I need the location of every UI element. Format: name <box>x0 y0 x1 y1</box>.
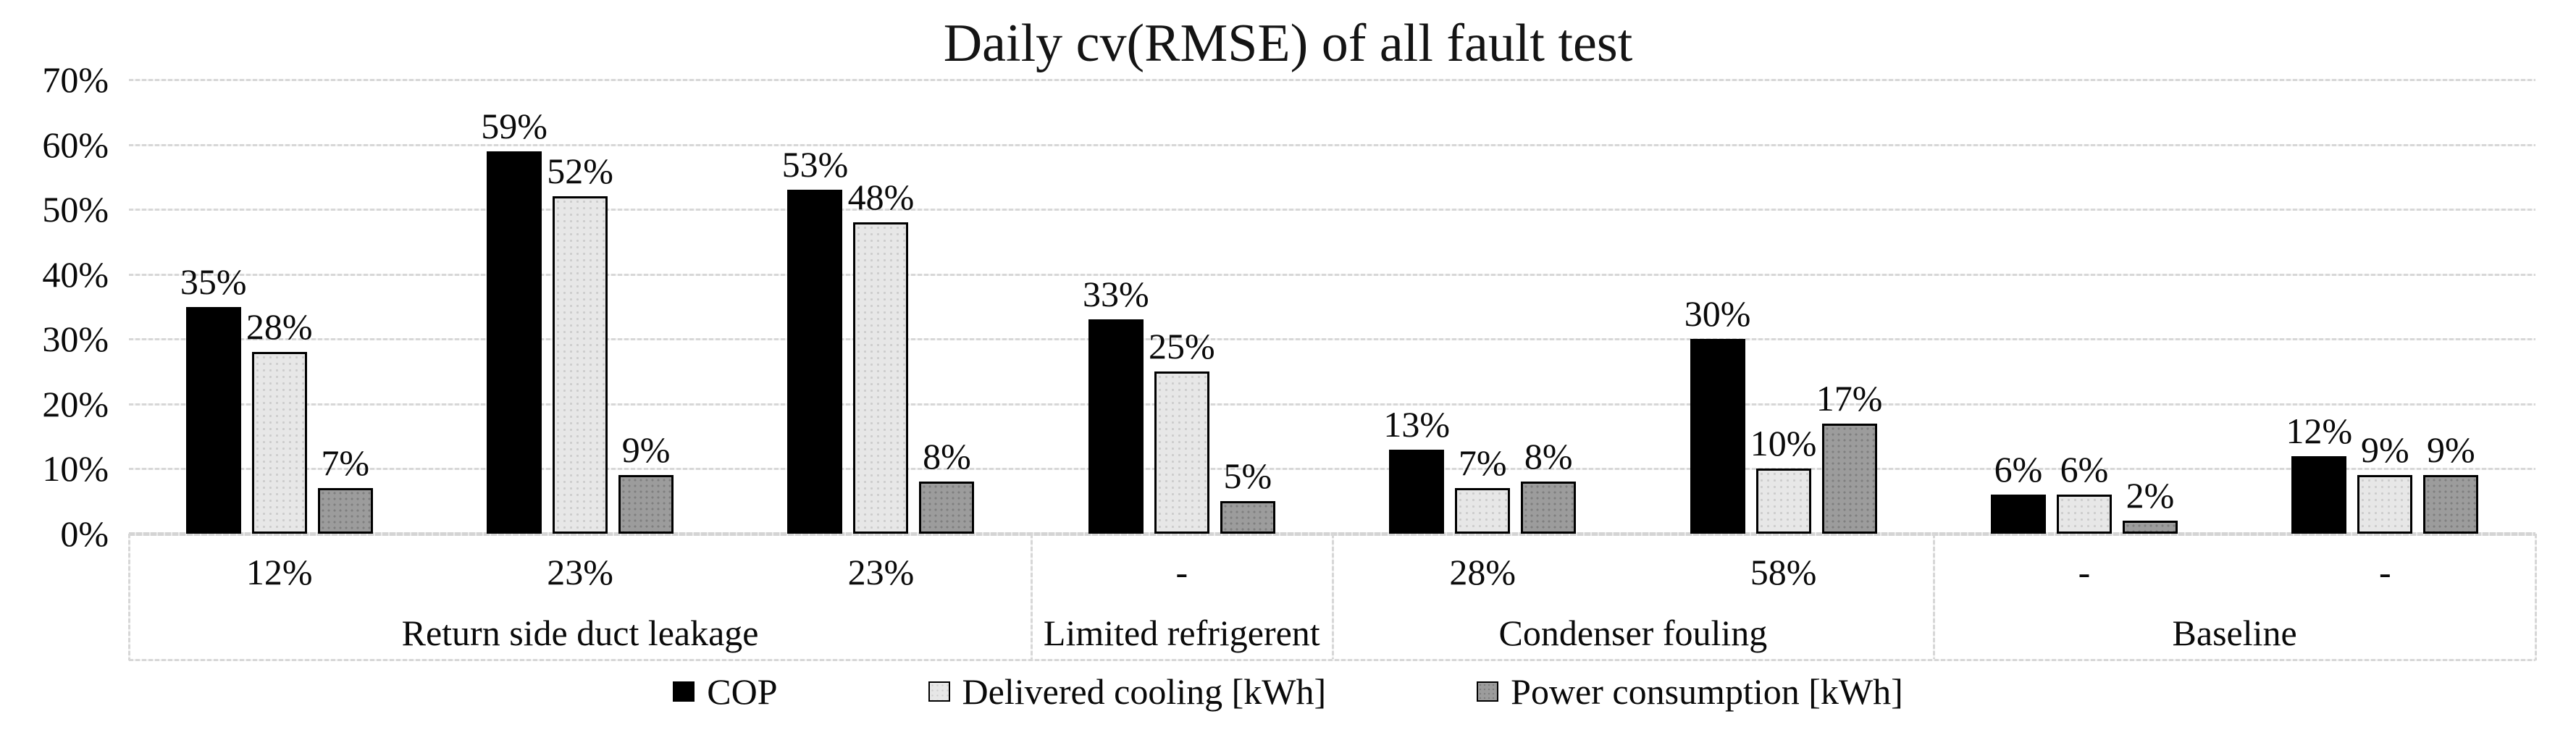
bar-value-label: 25% <box>1148 326 1215 367</box>
legend-item: Delivered cooling [kWh] <box>928 671 1327 713</box>
group-sublabel: 23% <box>547 552 613 592</box>
category-divider <box>2535 534 2537 660</box>
group-sublabel: - <box>2078 552 2091 592</box>
bar-series1-group3 <box>853 222 909 534</box>
legend-item: Power consumption [kWh] <box>1477 671 1903 713</box>
bar-series1-group7 <box>2056 495 2112 534</box>
group-sublabel: 28% <box>1449 552 1516 592</box>
bar-value-label: 53% <box>781 144 849 185</box>
bar-value-label: 52% <box>547 151 613 192</box>
y-tick-label: 40% <box>42 253 109 295</box>
bar-series1-group5 <box>1455 488 1511 534</box>
legend: COP Delivered cooling [kWh] Power consumpt… <box>0 668 2576 715</box>
bar-series0-group3 <box>787 190 843 534</box>
legend-label: COP <box>707 671 778 712</box>
category-divider <box>1031 534 1033 660</box>
bar-value-label: 8% <box>1524 436 1573 477</box>
category-label: Condenser fouling <box>1498 613 1768 653</box>
bar-value-label: 48% <box>847 177 915 218</box>
gridline <box>129 143 2535 146</box>
bar-series0-group2 <box>487 151 542 534</box>
group-sublabel: - <box>2378 552 2391 592</box>
bar-series2-group2 <box>618 475 674 534</box>
y-tick-label: 0% <box>60 513 109 554</box>
bar-series2-group8 <box>2423 475 2479 534</box>
gridline <box>129 209 2535 211</box>
bar-series0-group7 <box>1990 495 2046 534</box>
category-divider <box>1933 534 1936 660</box>
category-label: Limited refrigerent <box>1043 613 1320 653</box>
chart-title: Daily cv(RMSE) of all fault test <box>943 14 1633 73</box>
category-label: Baseline <box>2172 613 2297 653</box>
bar-value-label: 2% <box>2126 475 2175 516</box>
bar-value-label: 28% <box>246 306 313 348</box>
bar-value-label: 33% <box>1082 274 1149 315</box>
bar-value-label: 6% <box>2060 449 2109 490</box>
bar-series2-group1 <box>317 488 373 534</box>
legend-swatch-series0 <box>673 681 695 702</box>
bar-series0-group5 <box>1389 449 1445 534</box>
bar-value-label: 9% <box>2426 429 2475 471</box>
bar-series2-group7 <box>2122 521 2178 534</box>
bar-series1-group8 <box>2357 475 2413 534</box>
gridline <box>129 338 2535 341</box>
bar-value-label: 9% <box>2360 429 2409 471</box>
bar-value-label: 5% <box>1223 455 1272 497</box>
category-divider <box>128 534 130 660</box>
bar-value-label: 7% <box>321 442 370 484</box>
gridline <box>129 403 2535 406</box>
gridline <box>129 468 2535 471</box>
category-divider <box>1331 534 1334 660</box>
bar-series2-group6 <box>1821 423 1877 534</box>
bar-value-label: 12% <box>2286 410 2353 451</box>
y-tick-label: 70% <box>42 59 109 100</box>
group-sublabel: 58% <box>1750 552 1817 592</box>
bar-series1-group1 <box>251 352 307 534</box>
bar-value-label: 13% <box>1383 403 1451 445</box>
bar-value-label: 7% <box>1458 442 1507 484</box>
bar-value-label: 59% <box>481 105 547 146</box>
bar-series2-group4 <box>1220 501 1275 534</box>
bar-value-label: 8% <box>923 436 971 477</box>
bar-value-label: 6% <box>1994 449 2043 490</box>
bar-series1-group4 <box>1154 371 1209 534</box>
bar-series0-group4 <box>1088 319 1144 534</box>
group-sublabel: 23% <box>847 552 915 592</box>
group-sublabel: 12% <box>246 552 313 592</box>
legend-item: COP <box>673 671 778 713</box>
legend-swatch-series1 <box>928 681 950 702</box>
gridline <box>129 79 2535 81</box>
y-tick-label: 20% <box>42 383 109 424</box>
bar-value-label: 9% <box>621 429 671 471</box>
bar-series2-group5 <box>1521 482 1577 534</box>
bar-value-label: 17% <box>1816 377 1883 419</box>
y-tick-label: 60% <box>42 124 109 165</box>
legend-swatch-series2 <box>1477 681 1499 702</box>
legend-label: Power consumption [kWh] <box>1511 671 1903 712</box>
bar-series0-group1 <box>185 306 241 534</box>
table-bottom-line <box>129 659 2535 661</box>
bar-series1-group6 <box>1755 469 1811 534</box>
group-sublabel: - <box>1175 552 1188 592</box>
bar-value-label: 10% <box>1750 423 1817 464</box>
bar-series1-group2 <box>553 196 608 534</box>
legend-label: Delivered cooling [kWh] <box>962 671 1327 712</box>
bar-series2-group3 <box>919 482 975 534</box>
bar-series0-group8 <box>2291 455 2347 534</box>
bar-series0-group6 <box>1690 339 1745 534</box>
bar-value-label: 30% <box>1684 293 1751 335</box>
y-tick-label: 10% <box>42 448 109 490</box>
y-tick-label: 50% <box>42 189 109 230</box>
gridline <box>129 273 2535 276</box>
category-label: Return side duct leakage <box>401 613 759 653</box>
y-tick-label: 30% <box>42 319 109 360</box>
bar-value-label: 35% <box>180 261 247 302</box>
